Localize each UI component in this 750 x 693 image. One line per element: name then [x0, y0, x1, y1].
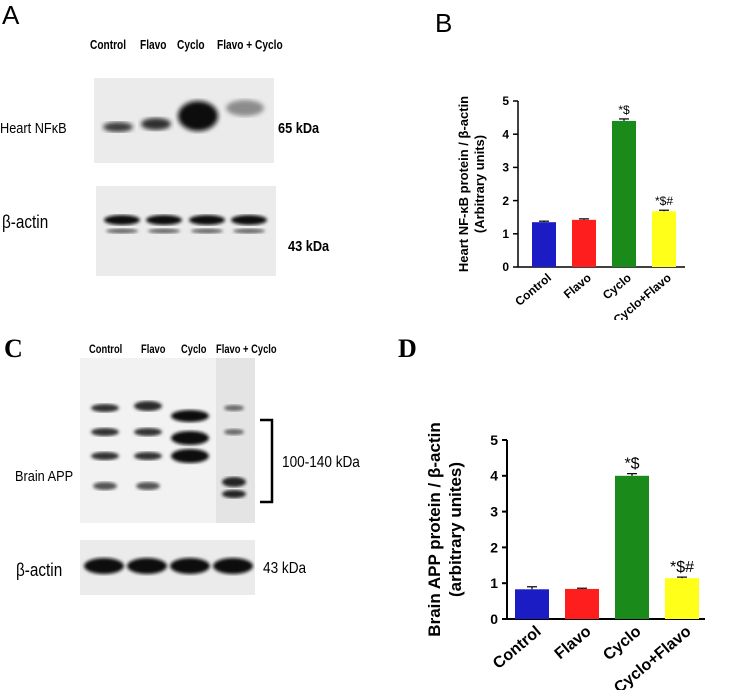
y-tick-label: 3	[490, 504, 498, 520]
significance-label: *$	[624, 456, 639, 473]
brain-app-label: Brain APP	[15, 468, 74, 485]
band	[226, 100, 264, 116]
bar-control	[515, 589, 549, 619]
band	[224, 405, 244, 411]
y-tick-label: 0	[490, 611, 498, 627]
heart-actin-label: β-actin	[2, 212, 49, 232]
y-axis-title: Brain APP protein / β-actin	[425, 422, 444, 636]
band	[93, 482, 117, 490]
brain-actin-label: β-actin	[16, 560, 63, 580]
heart-nfkb-bands	[103, 100, 264, 132]
band	[91, 428, 119, 436]
band	[233, 228, 265, 234]
brain-app-kda: 100-140 kDa	[282, 454, 360, 471]
y-axis-subtitle: (Arbitrary units)	[472, 135, 487, 233]
band	[189, 215, 225, 225]
band	[91, 404, 119, 412]
band	[170, 558, 210, 574]
band	[106, 228, 138, 234]
panel-letter-b: B	[435, 8, 453, 38]
lane-label-flavo: Flavo	[141, 342, 166, 356]
bar-cyclo-flavo	[652, 211, 676, 267]
band	[213, 558, 253, 574]
band	[222, 490, 246, 498]
band	[103, 122, 133, 132]
y-tick-label: 5	[502, 94, 509, 108]
bar-flavo	[572, 219, 596, 267]
category-label: Flavo	[561, 271, 594, 302]
category-label: Flavo	[552, 623, 595, 663]
bar-control	[532, 222, 556, 267]
brain-actin-blot	[80, 540, 255, 595]
significance-label: *$#	[670, 559, 694, 576]
heart-actin-blot	[96, 186, 276, 276]
y-tick-label: 4	[490, 468, 498, 484]
band	[146, 215, 182, 225]
band	[136, 482, 160, 490]
y-axis-title: Heart NF-κB protein / β-actin	[456, 96, 471, 272]
band	[191, 228, 223, 234]
significance-label: *$	[618, 103, 630, 117]
lane-label-control: Control	[89, 342, 123, 356]
band	[171, 449, 209, 463]
brain-actin-bands	[84, 558, 253, 574]
lane-label-flavo: Flavo	[140, 37, 167, 52]
brain-app-bands	[91, 358, 277, 523]
heart-actin-bands	[104, 215, 267, 234]
band	[84, 558, 124, 574]
band	[134, 452, 162, 460]
heart-nfkb-label: Heart NFκB	[0, 120, 67, 137]
y-tick-label: 5	[490, 432, 498, 448]
y-tick-label: 0	[502, 260, 509, 274]
band	[134, 401, 162, 411]
kda-bracket	[260, 418, 274, 504]
category-label: Control	[512, 271, 554, 309]
heart-nfkb-kda: 65 kDa	[278, 120, 320, 137]
lane-label-flavo-cyclo: Flavo + Cyclo	[216, 342, 277, 356]
brain-app-blot	[80, 358, 277, 523]
category-label: Control	[490, 623, 544, 673]
band	[134, 428, 162, 436]
lane-label-cyclo: Cyclo	[181, 342, 207, 356]
y-tick-label: 2	[502, 194, 509, 208]
heart-nfkb-blot	[94, 78, 274, 163]
bar-cyclo-flavo	[665, 578, 699, 619]
bar-flavo	[565, 588, 599, 619]
band	[91, 452, 119, 460]
band	[222, 477, 246, 487]
brain-actin-kda: 43 kDa	[263, 560, 307, 577]
bar-cyclo	[615, 475, 649, 619]
category-label: Cyclo	[600, 623, 644, 664]
panel-letter-d: D	[398, 334, 417, 363]
lane-label-cyclo: Cyclo	[177, 37, 205, 52]
y-axis-subtitle: (arbitrary unites)	[446, 462, 465, 597]
band	[127, 558, 167, 574]
y-tick-label: 4	[502, 127, 509, 141]
y-tick-label: 3	[502, 161, 509, 175]
band	[171, 410, 209, 422]
heart-actin-kda: 43 kDa	[288, 238, 330, 255]
band	[104, 215, 140, 225]
band	[231, 215, 267, 225]
band	[141, 118, 171, 130]
y-tick-label: 2	[490, 539, 498, 555]
lane-label-flavo-cyclo: Flavo + Cyclo	[217, 37, 283, 52]
panel-letter-c: C	[4, 334, 23, 363]
significance-label: *$#	[655, 194, 673, 208]
band	[171, 431, 209, 445]
band	[224, 429, 244, 435]
panel-letter-a: A	[2, 0, 20, 30]
category-label: Cyclo	[600, 271, 634, 303]
y-tick-label: 1	[502, 227, 509, 241]
band	[178, 101, 218, 131]
band	[148, 228, 180, 234]
y-tick-label: 1	[490, 575, 498, 591]
bar-cyclo	[612, 120, 636, 267]
lane-label-control: Control	[90, 37, 127, 52]
